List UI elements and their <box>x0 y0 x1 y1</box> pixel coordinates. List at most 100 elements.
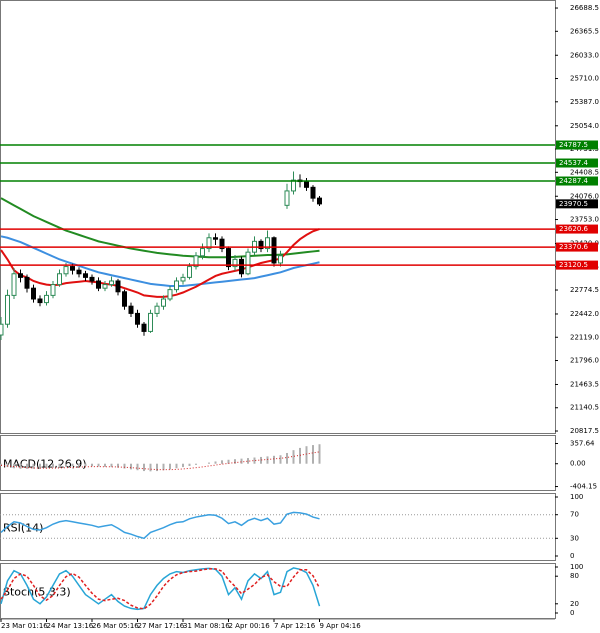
candle-body <box>0 323 4 336</box>
x-tick-label: 7 Apr 12:16 <box>274 622 316 630</box>
y-tick-label: 0 <box>570 552 574 560</box>
level-label-box <box>556 224 598 234</box>
last-price-box <box>556 199 598 209</box>
macd-bar <box>65 463 67 467</box>
macd-bar <box>104 463 106 467</box>
macd-bar <box>240 458 243 464</box>
candle-body <box>219 238 225 250</box>
macd-bar <box>214 461 217 464</box>
macd-bar <box>6 463 9 468</box>
candle-body <box>161 298 166 307</box>
macd-bar <box>149 463 152 472</box>
candle-body <box>18 273 23 278</box>
candle-body <box>63 266 69 275</box>
y-tick-label: 70 <box>570 511 579 519</box>
macd-bar <box>260 456 262 464</box>
macd-bar <box>247 458 249 464</box>
x-tick-label: 27 Mar 17:16 <box>138 622 185 630</box>
rsi-line <box>0 511 320 540</box>
candle-body <box>148 312 153 332</box>
macd-bar <box>84 463 87 466</box>
y-tick-label: 20 <box>570 600 579 608</box>
macd-bar <box>188 463 191 466</box>
macd-bar <box>117 463 119 468</box>
candle-body <box>57 273 62 286</box>
candle-body <box>226 248 231 268</box>
macd-bar <box>318 444 321 464</box>
y-tick-label: 25054.0 <box>570 122 599 130</box>
y-tick-label: 25387.0 <box>570 98 599 106</box>
candle-body <box>317 197 322 205</box>
level-label: 23370.6 <box>559 243 588 251</box>
macd-bar <box>110 463 113 468</box>
macd-bar <box>123 463 126 469</box>
y-tick-label: 23753.0 <box>570 216 599 224</box>
macd-bar <box>299 447 301 464</box>
candle-body <box>154 305 160 314</box>
y-tick-label: 80 <box>570 572 579 580</box>
y-tick-label: 24408.5 <box>570 168 599 176</box>
level-label-box <box>556 158 598 168</box>
y-tick-label: 22774.5 <box>570 286 599 294</box>
candle-body <box>284 190 290 206</box>
y-tick-label: 22119.0 <box>570 333 599 341</box>
macd-bar <box>273 455 275 464</box>
y-tick-label: 21796.0 <box>570 357 599 365</box>
x-tick-label: 24 Mar 13:16 <box>47 622 94 630</box>
level-label: 24287.4 <box>559 177 588 185</box>
level-label-box <box>556 140 598 150</box>
candle-body <box>206 237 212 250</box>
level-label: 23620.6 <box>559 225 588 233</box>
panel-title: RSI(14) <box>3 522 43 535</box>
candle-body <box>310 186 316 199</box>
candle-body <box>76 269 82 275</box>
x-tick-label: 31 Mar 08:16 <box>183 622 230 630</box>
y-tick-label: 30 <box>570 534 579 542</box>
macd-bar <box>253 457 256 464</box>
y-tick-label: 100 <box>570 493 583 501</box>
macd-bar <box>19 463 22 469</box>
candle-body <box>115 280 121 293</box>
panel-frame <box>0 493 556 561</box>
candle-body <box>278 255 283 264</box>
macd-bar <box>143 463 145 472</box>
candle-body <box>37 298 43 304</box>
macd-bar <box>162 463 165 471</box>
level-label-box <box>556 260 598 270</box>
macd-bar <box>32 463 35 469</box>
candle-body <box>174 280 179 291</box>
last-price-label: 23970.5 <box>559 200 588 208</box>
macd-bar <box>305 446 308 464</box>
macd-bar <box>227 459 230 464</box>
macd-bar <box>312 445 314 464</box>
level-label: 24537.4 <box>559 159 588 167</box>
y-tick-label: 0 <box>570 609 574 617</box>
y-tick-label: 24076.0 <box>570 192 599 200</box>
y-tick-label: 26688.5 <box>570 4 599 12</box>
macd-bar <box>195 463 197 465</box>
y-tick-label: 21463.5 <box>570 380 599 388</box>
x-tick-label: 2 Apr 00:16 <box>229 622 271 630</box>
candle-body <box>271 237 277 264</box>
macd-bar <box>234 459 236 464</box>
x-tick-label: 26 Mar 05:16 <box>92 622 139 630</box>
y-tick-label: 21140.5 <box>570 404 599 412</box>
panel-frame <box>0 0 556 434</box>
candle-body <box>232 258 238 268</box>
candle-body <box>109 280 114 286</box>
macd-bar <box>286 452 288 464</box>
macd-bar <box>169 463 171 470</box>
x-tick-label: 9 Apr 04:16 <box>320 622 362 630</box>
moving-average <box>0 197 320 259</box>
candle-body <box>213 237 218 240</box>
macd-bar <box>13 463 15 469</box>
candle-body <box>200 248 205 257</box>
candle-body <box>11 273 17 296</box>
candle-body <box>102 284 108 289</box>
macd-bar <box>39 463 41 469</box>
stoch-line <box>0 568 321 610</box>
candle-body <box>258 240 264 250</box>
candle-body <box>31 287 36 300</box>
candle-body <box>167 289 173 300</box>
